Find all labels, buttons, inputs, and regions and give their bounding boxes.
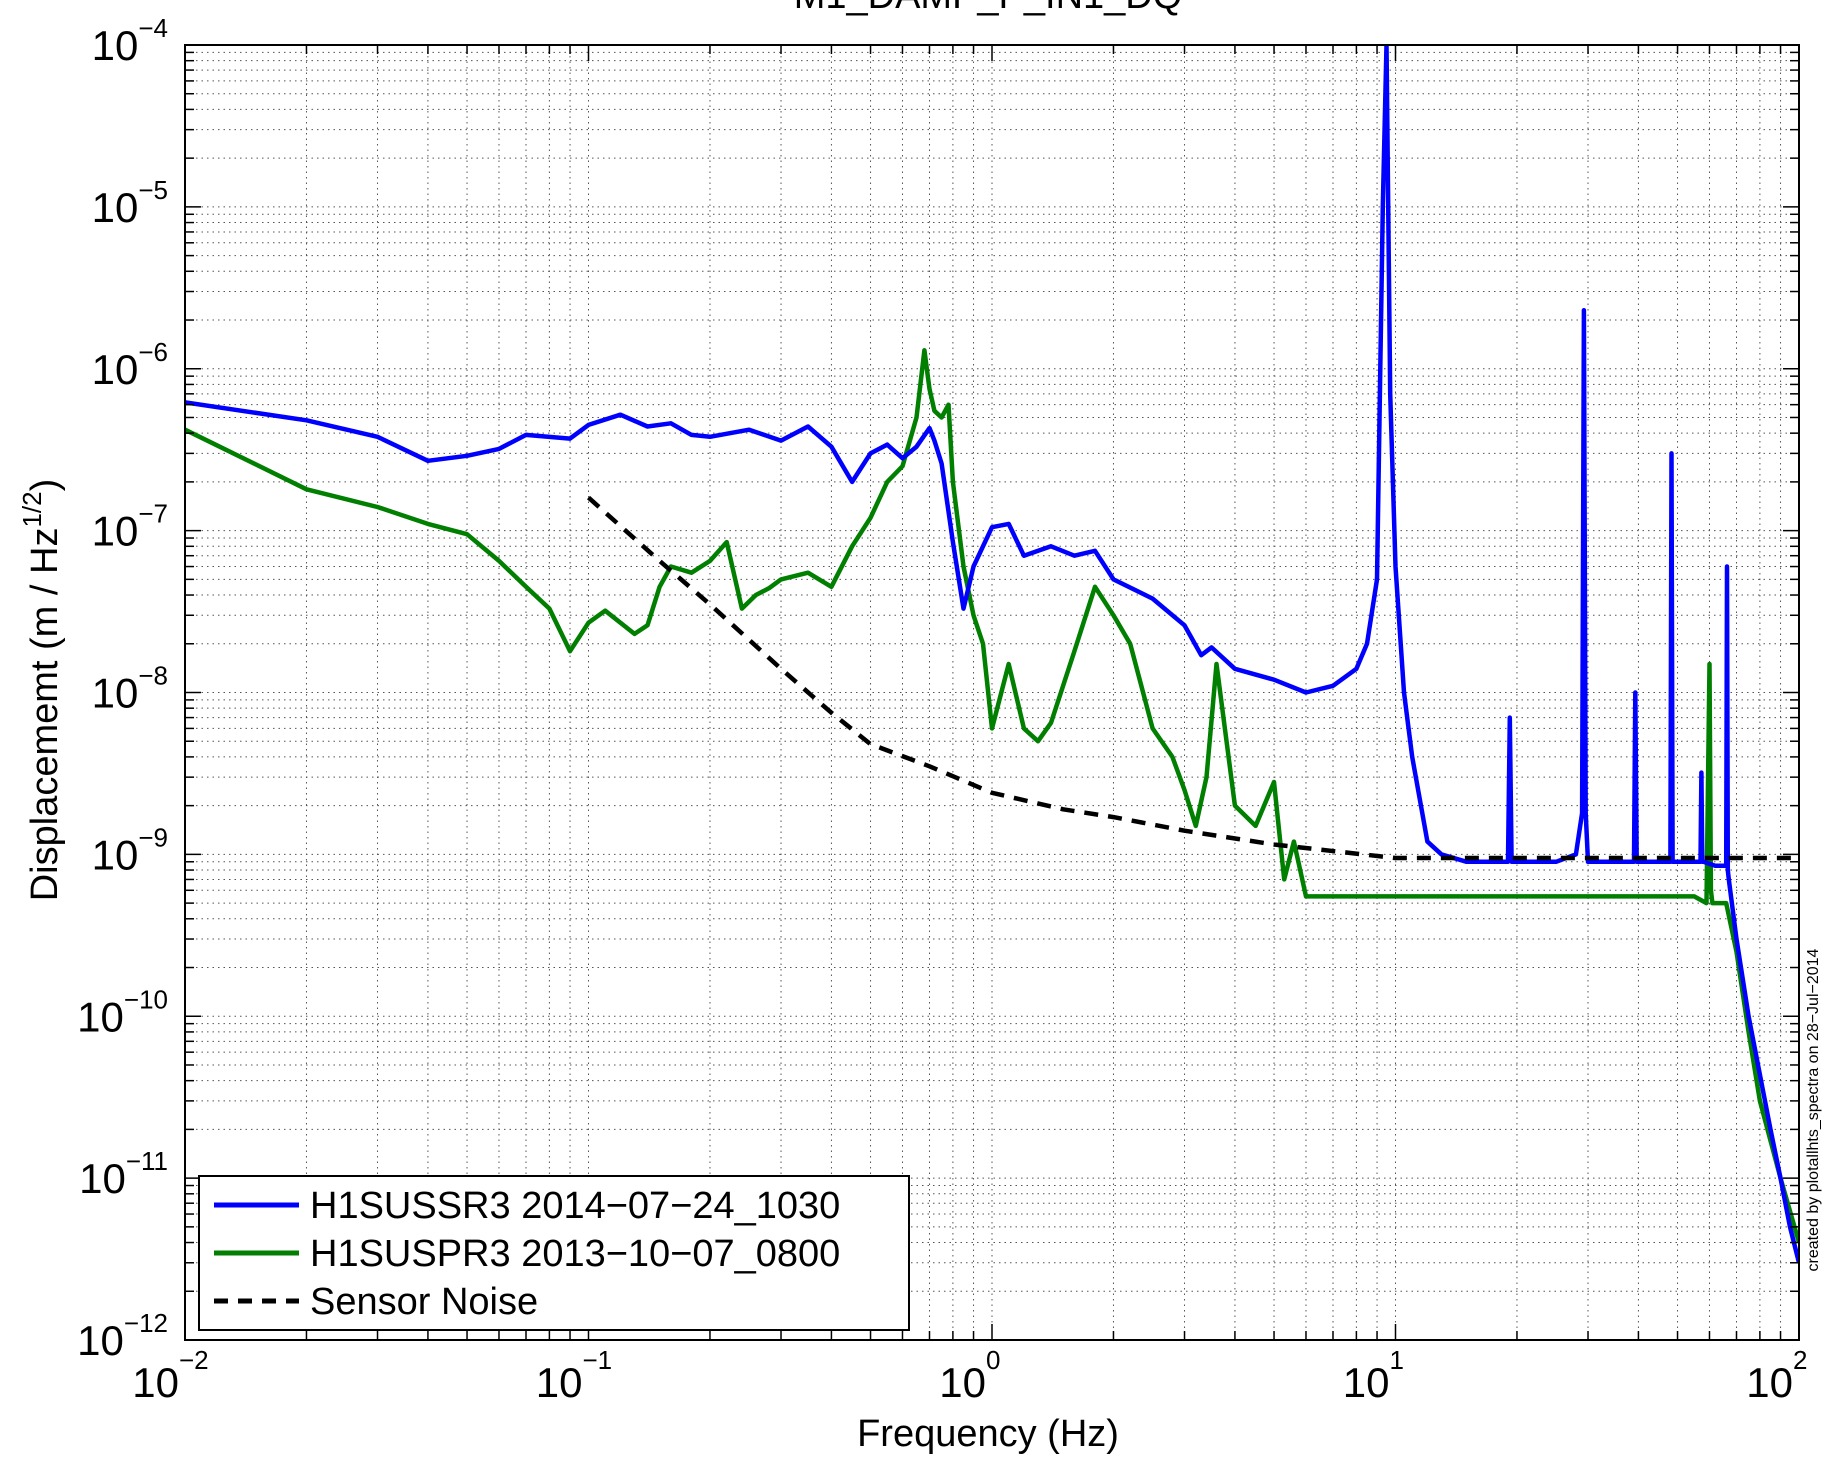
series-layer [185, 45, 1799, 1264]
x-tick-label-exponent: 2 [1793, 1345, 1807, 1375]
credit-note: created by plotallhts_spectra on 28−Jul−… [1805, 948, 1822, 1271]
x-tick-label-exponent: 1 [1390, 1345, 1404, 1375]
x-tick-label-base: 10 [1746, 1359, 1793, 1406]
series-line-sr3 [185, 45, 1799, 1264]
grid [185, 45, 1799, 1340]
y-tick-label-exponent: −11 [126, 1146, 168, 1176]
plot-area [184, 44, 1800, 1341]
y-axis-label: Displacememt (m / Hz1/2) [17, 479, 66, 902]
y-tick-label-exponent: −7 [138, 499, 168, 529]
legend-box [198, 1175, 910, 1331]
legend: H1SUSSR3 2014−07−24_1030 H1SUSPR3 2013−1… [198, 1175, 910, 1331]
y-tick-label-base: 10 [92, 22, 139, 69]
y-tick-label-base: 10 [92, 508, 139, 555]
y-tick-label-exponent: −5 [138, 175, 168, 205]
y-tick-label-base: 10 [77, 1317, 124, 1364]
y-tick-label-base: 10 [77, 993, 124, 1040]
y-axis-label-main: Displacememt (m / Hz [24, 528, 66, 902]
x-tick-label-base: 10 [132, 1359, 179, 1406]
y-axis-label-close: ) [24, 479, 66, 492]
legend-label-sr3: H1SUSSR3 2014−07−24_1030 [310, 1185, 840, 1227]
x-tick-label-exponent: 0 [986, 1345, 1000, 1375]
x-tick-label: 10 0 [939, 1345, 1000, 1406]
y-tick-label: −810 [92, 661, 168, 717]
y-tick-label-base: 10 [92, 831, 139, 878]
axis-ticks [184, 44, 1800, 1341]
y-tick-label: −910 [92, 822, 168, 878]
y-tick-label-base: 10 [79, 1155, 126, 1202]
y-tick-label-exponent: −9 [138, 822, 168, 852]
chart-title: M1_DAMP_P_IN1_DQ [794, 0, 1183, 17]
y-tick-label-exponent: −10 [124, 984, 168, 1014]
y-tick-label-base: 10 [92, 670, 139, 717]
x-tick-labels: 10 −2 10 −1 10 0 10 1 10 2 [132, 1345, 1807, 1406]
x-tick-label-exponent: −2 [179, 1345, 209, 1375]
x-axis-label: Frequency (Hz) [857, 1413, 1119, 1455]
y-tick-label-exponent: −8 [138, 661, 168, 691]
y-tick-label-base: 10 [92, 184, 139, 231]
legend-label-sensor-noise: Sensor Noise [310, 1281, 538, 1323]
y-axis-label-exponent: 1/2 [17, 491, 47, 527]
y-tick-label: −410 [92, 13, 168, 69]
x-tick-label-base: 10 [536, 1359, 583, 1406]
y-tick-label: −510 [92, 175, 168, 231]
y-tick-label-base: 10 [92, 346, 139, 393]
x-tick-label-base: 10 [1343, 1359, 1390, 1406]
x-tick-label-base: 10 [939, 1359, 986, 1406]
y-tick-label: −710 [92, 499, 168, 555]
x-tick-label: 10 1 [1343, 1345, 1404, 1406]
x-tick-label: 10 −2 [132, 1345, 208, 1406]
x-tick-label: 10 −1 [536, 1345, 612, 1406]
y-tick-label: −610 [92, 337, 168, 393]
x-tick-label: 10 2 [1746, 1345, 1807, 1406]
y-tick-label-exponent: −4 [138, 13, 168, 43]
x-tick-label-exponent: −1 [583, 1345, 613, 1375]
legend-label-pr3: H1SUSPR3 2013−10−07_0800 [310, 1233, 840, 1275]
y-tick-label-exponent: −6 [138, 337, 168, 367]
y-tick-label-exponent: −12 [124, 1308, 168, 1338]
series-line-pr3 [185, 348, 1799, 1244]
